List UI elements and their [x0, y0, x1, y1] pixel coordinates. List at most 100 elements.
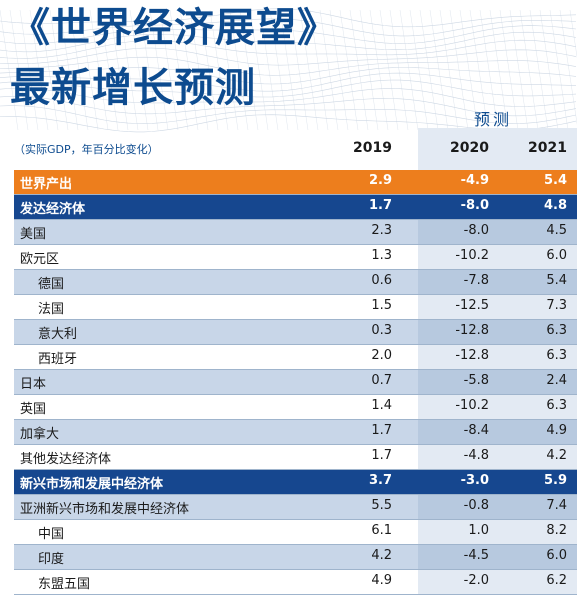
value-cell-2019: 1.3 [371, 248, 392, 263]
table-row: 英国 1.4 -10.2 6.3 [14, 395, 577, 420]
value-cell-2020: -4.5 [463, 548, 489, 563]
table-row: 德国 0.6 -7.8 5.4 [14, 270, 577, 295]
value-cell-2020: -3.0 [460, 473, 489, 488]
value-cell-2019: 0.3 [371, 323, 392, 338]
mesh-line [0, 79, 577, 98]
mesh-line [0, 25, 577, 45]
page-title-line-2: 最新增长预测 [10, 65, 256, 111]
mesh-line [259, 9, 279, 131]
value-cell-2021: 5.9 [543, 473, 567, 488]
value-cell-2020: -0.8 [463, 498, 489, 513]
mesh-line [269, 9, 289, 131]
table-row: 欧元区 1.3 -10.2 6.0 [14, 245, 577, 270]
mesh-line [0, 8, 577, 28]
mesh-line [329, 9, 349, 131]
mesh-line [559, 9, 577, 126]
mesh-line [429, 9, 449, 131]
row-label: 发达经济体 [20, 202, 86, 217]
column-header-2021: 2021 [528, 140, 567, 156]
value-cell-2019: 0.7 [371, 373, 392, 388]
row-label: 东盟五国 [38, 577, 91, 592]
mesh-line [89, 9, 109, 131]
mesh-line [0, 18, 577, 37]
mesh-line [0, 87, 577, 107]
row-label: 西班牙 [38, 352, 78, 367]
table-subtitle: （实际GDP，年百分比变化） [14, 143, 159, 156]
mesh-line [289, 9, 309, 131]
mesh-line [69, 9, 89, 131]
table-row: 其他发达经济体 1.7 -4.8 4.2 [14, 445, 577, 470]
mesh-line [99, 9, 119, 131]
table-row: 东盟五国 4.9 -2.0 6.2 [14, 570, 577, 595]
value-cell-2019: 2.3 [371, 223, 392, 238]
value-cell-2021: 4.9 [546, 423, 567, 438]
table-row: 世界产出 2.9 -4.9 5.4 [14, 170, 577, 195]
mesh-line [529, 9, 549, 131]
row-label: 美国 [20, 227, 47, 242]
table-row: 新兴市场和发展中经济体 3.7 -3.0 5.9 [14, 470, 577, 495]
value-cell-2019: 2.9 [368, 173, 392, 188]
mesh-line [339, 9, 359, 131]
mesh-line [0, 67, 577, 85]
mesh-line [519, 9, 539, 131]
value-cell-2021: 5.4 [543, 173, 567, 188]
value-cell-2021: 6.0 [546, 548, 567, 563]
mesh-line [379, 9, 399, 131]
row-label: 德国 [38, 277, 65, 292]
mesh-line [189, 9, 209, 131]
table-row: 西班牙 2.0 -12.8 6.3 [14, 345, 577, 370]
value-cell-2020: -8.0 [463, 223, 489, 238]
value-cell-2020: -8.0 [460, 198, 489, 213]
row-label: 加拿大 [20, 427, 60, 442]
value-cell-2019: 2.0 [371, 348, 392, 363]
mesh-line [539, 9, 559, 131]
value-cell-2020: -4.8 [463, 448, 489, 463]
mesh-line [219, 9, 239, 131]
mesh-line [0, 105, 577, 125]
row-label: 亚洲新兴市场和发展中经济体 [20, 502, 190, 517]
mesh-line [39, 9, 59, 131]
mesh-line [569, 9, 577, 59]
table-row: 发达经济体 1.7 -8.0 4.8 [14, 195, 577, 220]
value-cell-2021: 8.2 [546, 523, 567, 538]
value-cell-2021: 6.3 [546, 398, 567, 413]
value-cell-2019: 0.6 [371, 273, 392, 288]
mesh-line [479, 9, 499, 131]
value-cell-2021: 6.3 [546, 323, 567, 338]
mesh-line [9, 9, 29, 131]
value-cell-2021: 4.8 [543, 198, 567, 213]
mesh-line [369, 9, 389, 131]
mesh-line [129, 9, 149, 131]
table-row: 法国 1.5 -12.5 7.3 [14, 295, 577, 320]
mesh-line [509, 9, 529, 131]
row-label: 日本 [20, 377, 47, 392]
value-cell-2019: 1.7 [371, 448, 392, 463]
mesh-line [59, 9, 79, 131]
value-cell-2020: -7.8 [463, 273, 489, 288]
value-cell-2020: -4.9 [460, 173, 489, 188]
value-cell-2020: 1.0 [468, 523, 489, 538]
mesh-line [459, 9, 479, 131]
value-cell-2019: 1.7 [368, 198, 392, 213]
mesh-line [0, 9, 19, 131]
value-cell-2020: -10.2 [455, 398, 489, 413]
mesh-line [349, 9, 369, 131]
value-cell-2021: 5.4 [546, 273, 567, 288]
value-cell-2021: 7.4 [546, 498, 567, 513]
row-label: 法国 [38, 302, 65, 317]
mesh-line [119, 9, 139, 131]
mesh-line [549, 9, 569, 131]
value-cell-2019: 5.5 [371, 498, 392, 513]
value-cell-2021: 6.2 [546, 573, 567, 588]
mesh-line [449, 9, 469, 131]
row-label: 新兴市场和发展中经济体 [20, 477, 164, 492]
mesh-line [489, 9, 509, 131]
column-header-2019: 2019 [353, 140, 392, 156]
value-cell-2020: -12.5 [455, 298, 489, 313]
value-cell-2021: 4.2 [546, 448, 567, 463]
mesh-line [309, 9, 329, 131]
mesh-line [499, 9, 519, 131]
value-cell-2021: 4.5 [546, 223, 567, 238]
mesh-line [409, 9, 429, 131]
mesh-line [159, 9, 179, 131]
